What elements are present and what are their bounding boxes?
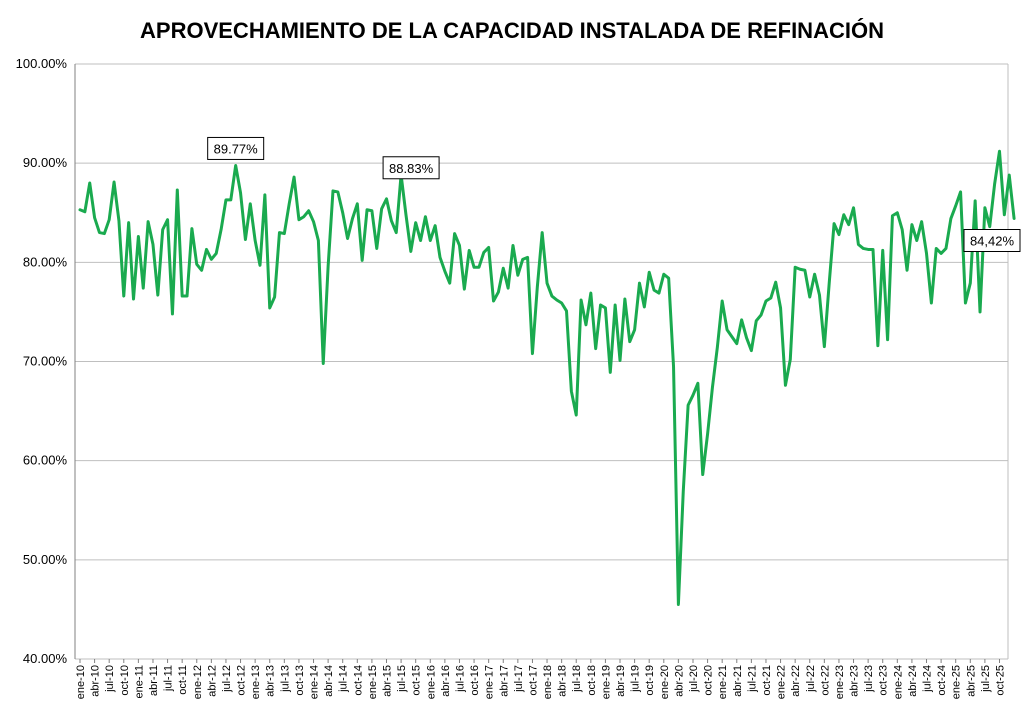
x-tick-label: ene-22 xyxy=(776,665,788,699)
x-tick-label: abr-17 xyxy=(498,665,510,697)
x-tick-label: jul-24 xyxy=(922,665,934,693)
x-tick-label: ene-11 xyxy=(133,665,145,698)
x-tick-label: ene-15 xyxy=(367,665,379,699)
x-tick-label: jul-14 xyxy=(338,665,350,693)
x-tick-label: ene-12 xyxy=(192,665,204,699)
x-tick-label: abr-15 xyxy=(381,665,393,697)
data-label: 84,42% xyxy=(963,229,1021,253)
chart-title: APROVECHAMIENTO DE LA CAPACIDAD INSTALAD… xyxy=(140,18,884,43)
x-tick-label: jul-17 xyxy=(513,665,525,693)
x-tick-label: abr-19 xyxy=(615,665,627,697)
x-tick-label: abr-25 xyxy=(965,665,977,697)
x-tick-label: jul-19 xyxy=(630,665,642,693)
x-tick-label: ene-10 xyxy=(75,665,87,699)
data-label-box xyxy=(382,156,440,180)
x-tick-label: abr-23 xyxy=(849,665,861,697)
x-axis-ticks: ene-10 abr-10 jul-10 oct-10 ene-11 abr-11 jul-… xyxy=(75,659,1006,699)
x-tick-label: ene-24 xyxy=(892,665,904,699)
x-tick-label: oct-13 xyxy=(294,665,306,696)
x-tick-label: oct-14 xyxy=(352,665,364,696)
x-tick-label: jul-21 xyxy=(746,665,758,693)
x-tick-label: oct-25 xyxy=(994,665,1006,696)
y-tick-label: 100.00% xyxy=(16,56,68,71)
x-tick-label: oct-15 xyxy=(411,665,423,696)
x-tick-label: oct-12 xyxy=(236,665,248,696)
x-tick-label: jul-23 xyxy=(863,665,875,693)
series-line xyxy=(78,149,1016,606)
data-label-text: 84,42% xyxy=(970,234,1015,249)
x-tick-label: ene-23 xyxy=(834,665,846,699)
x-tick-label: ene-18 xyxy=(542,665,554,699)
x-tick-label: abr-11 xyxy=(148,665,160,696)
series-layer xyxy=(78,149,1016,606)
data-label-text: 88.83% xyxy=(389,161,434,176)
x-tick-label: abr-10 xyxy=(90,665,102,697)
x-tick-label: jul-11 xyxy=(163,665,175,692)
x-tick-label: oct-16 xyxy=(469,665,481,696)
y-tick-label: 40.00% xyxy=(23,651,68,666)
x-tick-label: ene-21 xyxy=(717,665,729,699)
x-tick-label: ene-13 xyxy=(250,665,262,699)
data-label: 88.83% xyxy=(382,156,440,180)
data-label-box xyxy=(963,229,1021,253)
x-tick-label: ene-20 xyxy=(659,665,671,699)
y-tick-label: 50.00% xyxy=(23,552,68,567)
data-label-box xyxy=(207,136,265,160)
y-tick-label: 90.00% xyxy=(23,155,68,170)
x-tick-label: oct-17 xyxy=(527,665,539,696)
y-axis-ticks: 40.00% 50.00% 60.00% 70.00% 80.00% 90.00% 100.… xyxy=(16,56,68,666)
x-tick-label: ene-25 xyxy=(951,665,963,699)
x-tick-label: oct-10 xyxy=(119,665,131,696)
x-tick-label: abr-14 xyxy=(323,665,335,697)
x-tick-label: oct-22 xyxy=(819,665,831,696)
x-tick-label: abr-21 xyxy=(732,665,744,697)
x-tick-label: oct-24 xyxy=(936,665,948,696)
x-tick-label: abr-13 xyxy=(265,665,277,697)
x-tick-label: abr-16 xyxy=(440,665,452,697)
x-tick-label: abr-22 xyxy=(790,665,802,697)
x-tick-label: jul-16 xyxy=(454,665,466,693)
x-tick-label: ene-19 xyxy=(600,665,612,699)
x-tick-label: oct-20 xyxy=(703,665,715,696)
x-tick-label: jul-15 xyxy=(396,665,408,693)
x-tick-label: oct-19 xyxy=(644,665,656,696)
annotations: 89.77% 88.83% 84,42% xyxy=(207,136,1021,253)
x-tick-label: abr-12 xyxy=(206,665,218,697)
x-tick-label: oct-18 xyxy=(586,665,598,696)
x-tick-label: jul-20 xyxy=(688,665,700,693)
x-tick-label: jul-22 xyxy=(805,665,817,693)
x-tick-label: jul-25 xyxy=(980,665,992,693)
y-tick-label: 60.00% xyxy=(23,453,68,468)
x-tick-label: ene-17 xyxy=(484,665,496,699)
x-tick-label: oct-21 xyxy=(761,665,773,696)
x-tick-label: jul-13 xyxy=(279,665,291,693)
x-tick-label: oct-23 xyxy=(878,665,890,696)
x-tick-label: abr-24 xyxy=(907,665,919,697)
x-tick-label: oct-11 xyxy=(177,665,189,695)
gridlines xyxy=(74,63,1009,660)
data-label-text: 89.77% xyxy=(214,141,259,156)
x-tick-label: abr-18 xyxy=(557,665,569,697)
x-tick-label: ene-16 xyxy=(425,665,437,699)
data-label: 89.77% xyxy=(207,136,265,160)
x-tick-label: jul-18 xyxy=(571,665,583,693)
x-tick-label: ene-14 xyxy=(309,665,321,699)
x-tick-label: abr-20 xyxy=(673,665,685,697)
x-tick-label: jul-12 xyxy=(221,665,233,693)
x-tick-label: jul-10 xyxy=(104,665,116,693)
y-tick-label: 80.00% xyxy=(23,254,68,269)
y-tick-label: 70.00% xyxy=(23,354,68,369)
